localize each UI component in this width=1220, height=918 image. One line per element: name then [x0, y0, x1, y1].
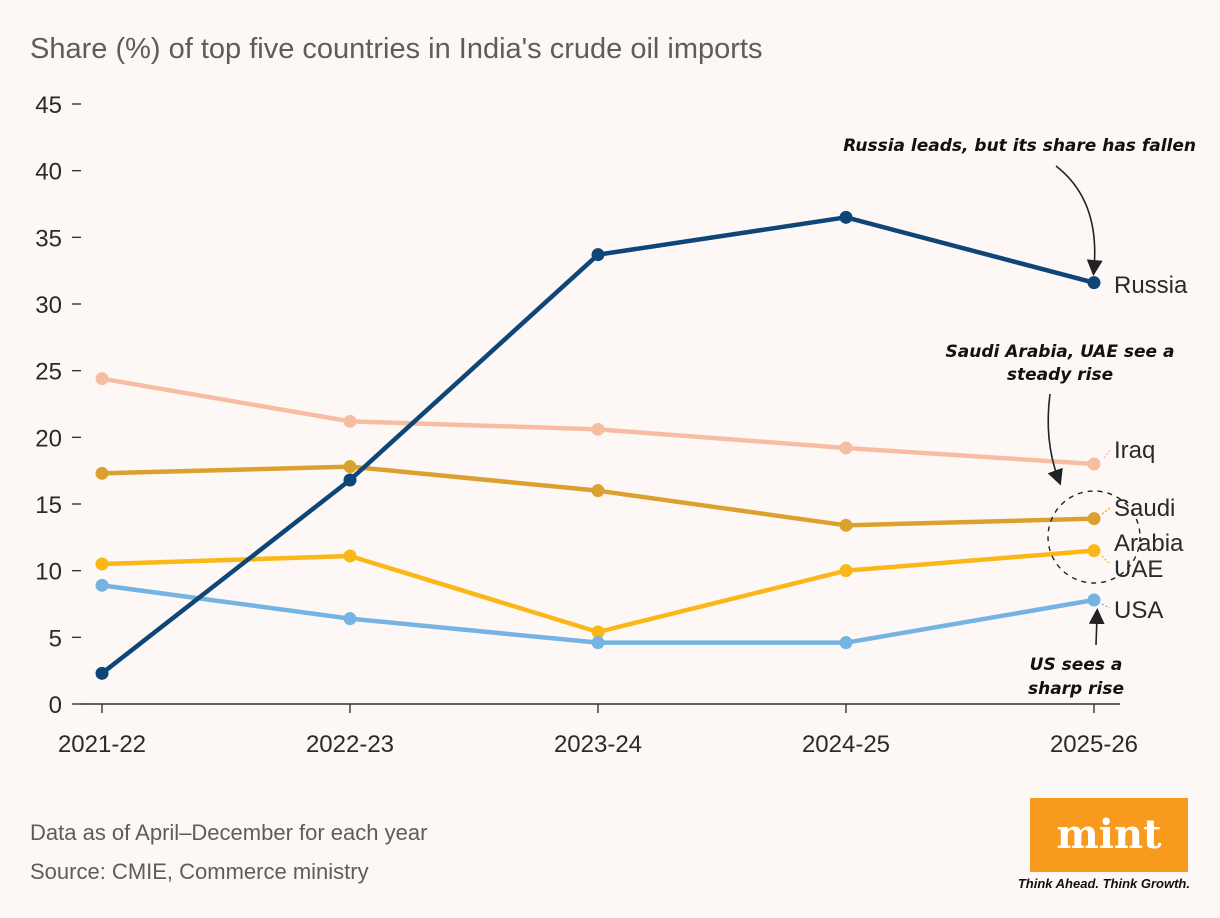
y-tick-label-20: 20 [35, 425, 62, 452]
point-iraq-2023-24 [591, 422, 605, 436]
series-label-saudi-line2: Arabia [1114, 530, 1184, 557]
point-saudi-arabia-2022-23 [343, 460, 357, 474]
annotation-saudi-uae-line2: steady rise [1007, 365, 1113, 385]
saudi-uae-highlight-circle [1047, 490, 1141, 584]
series-line-uae [99, 548, 1097, 635]
mint-tagline: Think Ahead. Think Growth. [1018, 876, 1190, 891]
footer-source: Source: CMIE, Commerce ministry [30, 859, 369, 884]
y-axis: 0 5 10 15 20 25 30 35 40 45 [35, 92, 81, 719]
annotation-us-line2: sharp rise [1028, 679, 1124, 699]
saudi-uae-annotation-arrow [1047, 393, 1063, 486]
point-russia-2024-25 [839, 210, 853, 224]
point-iraq-2021-22 [95, 372, 109, 386]
series-label-saudi-line1: Saudi [1114, 495, 1175, 522]
uae-label-connector [1101, 555, 1111, 565]
series-label-uae: UAE [1114, 556, 1163, 583]
point-saudi-arabia-2021-22 [95, 466, 109, 480]
point-uae-2024-25 [839, 564, 853, 578]
footer-note: Data as of April–December for each year [30, 820, 427, 845]
point-iraq-2025-26 [1087, 457, 1101, 471]
saudi-label-connector [1101, 507, 1111, 515]
point-saudi-arabia-2024-25 [839, 518, 853, 532]
x-tick-label-2024-25: 2024-25 [802, 731, 890, 758]
series-label-iraq: Iraq [1114, 437, 1155, 464]
series-label-usa: USA [1114, 597, 1163, 624]
x-tick-label-2023-24: 2023-24 [554, 731, 642, 758]
point-usa-2023-24 [591, 636, 605, 650]
point-uae-2022-23 [343, 549, 357, 563]
us-annotation-arrow [1088, 608, 1105, 646]
x-tick-label-2025-26: 2025-26 [1050, 731, 1138, 758]
y-tick-label-5: 5 [49, 625, 62, 652]
x-axis: 2021-22 2022-23 2023-24 2024-25 2025-26 [58, 703, 1138, 758]
point-uae-2025-26 [1087, 544, 1101, 558]
y-tick-label-35: 35 [35, 225, 62, 252]
x-tick-label-2022-23: 2022-23 [306, 731, 394, 758]
annotation-russia: Russia leads, but its share has fallen [843, 136, 1196, 156]
mint-logo-box [1030, 798, 1188, 872]
annotation-us-line1: US sees a [1030, 655, 1123, 675]
series-label-russia: Russia [1114, 272, 1188, 299]
y-tick-label-40: 40 [35, 159, 62, 186]
point-usa-2022-23 [343, 612, 357, 626]
point-iraq-2024-25 [839, 441, 853, 455]
point-usa-2021-22 [95, 578, 109, 592]
point-usa-2024-25 [839, 636, 853, 650]
point-russia-2021-22 [95, 666, 109, 680]
mint-logo: mint Think Ahead. Think Growth. [1018, 798, 1190, 891]
russia-annotation-arrow [1055, 165, 1103, 276]
series-points [95, 210, 1101, 680]
y-tick-label-15: 15 [35, 492, 62, 519]
annotation-saudi-uae-line1: Saudi Arabia, UAE see a [946, 342, 1175, 362]
y-tick-label-25: 25 [35, 359, 62, 386]
y-tick-label-45: 45 [35, 92, 62, 119]
point-saudi-arabia-2023-24 [591, 484, 605, 498]
iraq-label-connector [1103, 449, 1111, 459]
point-iraq-2022-23 [343, 414, 357, 428]
mint-logo-text: mint [1056, 811, 1162, 858]
point-saudi-arabia-2025-26 [1087, 512, 1101, 526]
chart-title: Share (%) of top five countries in India… [30, 33, 762, 65]
x-tick-label-2021-22: 2021-22 [58, 731, 146, 758]
y-tick-label-30: 30 [35, 292, 62, 319]
y-tick-label-10: 10 [35, 559, 62, 586]
point-uae-2021-22 [95, 557, 109, 571]
point-russia-2025-26 [1087, 276, 1101, 290]
point-uae-2023-24 [591, 625, 605, 639]
series-line-iraq [99, 376, 1097, 467]
point-russia-2023-24 [591, 248, 605, 262]
point-russia-2022-23 [343, 473, 357, 487]
usa-label-connector [1101, 603, 1111, 609]
series-lines [99, 215, 1097, 676]
y-tick-label-0: 0 [49, 692, 62, 719]
point-usa-2025-26 [1087, 593, 1101, 607]
